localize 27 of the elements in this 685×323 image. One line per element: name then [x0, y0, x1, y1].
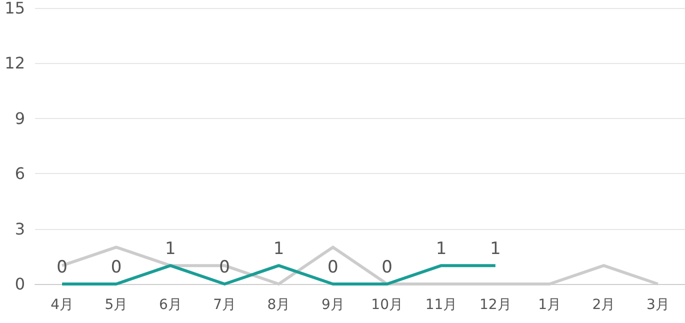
x-tick-label: 6月 [158, 297, 182, 313]
x-tick-label: 5月 [104, 297, 128, 313]
y-tick-label: 6 [14, 164, 25, 184]
x-tick-label: 3月 [646, 297, 670, 313]
x-tick-label: 2月 [592, 297, 616, 313]
data-label: 1 [436, 239, 447, 260]
y-tick-label: 9 [14, 108, 25, 128]
data-label: 1 [273, 239, 284, 260]
x-tick-label: 12月 [480, 297, 512, 313]
x-tick-label: 11月 [425, 297, 458, 313]
y-tick-label: 0 [14, 274, 25, 294]
y-tick-label: 15 [4, 0, 25, 18]
y-tick-label: 12 [4, 54, 25, 73]
x-tick-label: 9月 [321, 297, 344, 313]
data-label: 1 [490, 239, 501, 260]
x-tick-label: 1月 [538, 297, 562, 313]
x-tick-label: 4月 [50, 297, 74, 313]
data-label: 0 [328, 258, 338, 278]
data-label: 0 [382, 258, 392, 278]
x-tick-label: 8月 [267, 297, 290, 313]
x-tick-label: 7月 [213, 297, 236, 313]
data-label: 0 [219, 258, 230, 278]
x-tick-label: 10月 [371, 297, 403, 313]
data-label: 0 [56, 258, 68, 278]
data-label: 0 [110, 258, 122, 278]
data-label: 1 [165, 239, 176, 260]
y-tick-label: 3 [14, 219, 25, 238]
